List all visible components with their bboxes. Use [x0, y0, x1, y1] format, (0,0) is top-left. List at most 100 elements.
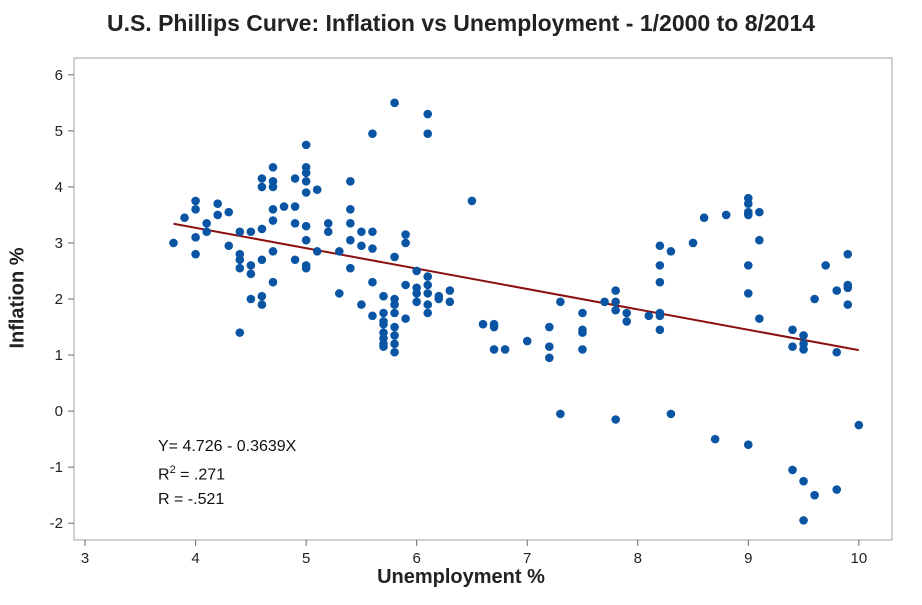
data-point — [213, 199, 223, 209]
data-point — [290, 202, 300, 211]
data-point — [578, 328, 587, 337]
data-point — [368, 311, 377, 321]
data-point — [257, 300, 267, 309]
data-point — [434, 294, 444, 304]
data-point — [788, 325, 797, 335]
data-point — [401, 238, 410, 248]
y-tick-label: -2 — [50, 515, 63, 532]
data-point — [379, 308, 388, 318]
data-point — [246, 294, 256, 304]
chart-title: U.S. Phillips Curve: Inflation vs Unempl… — [106, 10, 816, 36]
y-tick-label: -1 — [50, 459, 63, 476]
data-point — [799, 476, 808, 486]
data-point — [312, 247, 322, 256]
data-point — [655, 261, 665, 270]
data-point — [268, 247, 278, 256]
data-point — [213, 210, 223, 220]
r-squared-symbol: R — [158, 466, 170, 484]
data-point — [401, 280, 410, 290]
data-point — [257, 255, 267, 265]
data-point — [301, 263, 311, 273]
x-axis-label: Unemployment % — [377, 566, 545, 588]
regression-fit-line — [173, 222, 860, 352]
data-point — [202, 227, 211, 237]
data-point — [301, 188, 311, 197]
data-point — [235, 263, 245, 273]
y-tick-label: 4 — [55, 179, 63, 196]
data-point — [379, 319, 388, 329]
data-point — [301, 221, 311, 231]
data-point — [323, 219, 333, 228]
data-point — [423, 129, 433, 138]
data-point — [334, 289, 344, 298]
data-point — [755, 235, 764, 245]
data-point — [390, 339, 399, 349]
x-tick-label: 6 — [413, 550, 421, 567]
data-point — [290, 219, 300, 228]
data-point — [655, 325, 665, 335]
data-point — [611, 305, 620, 315]
data-point — [246, 269, 256, 279]
data-point — [699, 213, 709, 223]
data-point — [655, 241, 665, 251]
y-axis-label: Inflation % — [6, 247, 29, 349]
data-point — [235, 255, 245, 265]
data-point — [688, 238, 698, 248]
regression-equation: Y= 4.726 - 0.3639X — [158, 438, 297, 455]
data-point — [423, 289, 433, 298]
data-point — [412, 266, 421, 276]
data-point — [611, 286, 620, 295]
data-point — [191, 233, 200, 242]
r-squared-value: = .271 — [175, 466, 226, 484]
data-point — [445, 286, 455, 295]
x-tick-label: 5 — [302, 550, 310, 567]
data-point — [522, 336, 532, 346]
data-point — [257, 182, 267, 192]
data-point — [788, 342, 797, 351]
data-point — [346, 235, 355, 245]
data-point — [412, 289, 421, 298]
data-point — [301, 235, 311, 245]
data-point — [799, 345, 808, 354]
data-point — [390, 252, 399, 262]
data-point — [755, 207, 764, 217]
data-point — [810, 490, 819, 500]
data-point — [268, 182, 278, 192]
data-point — [666, 247, 676, 256]
data-points — [169, 98, 864, 525]
data-point — [357, 241, 366, 251]
data-point — [423, 300, 433, 309]
data-point — [334, 247, 344, 256]
x-tick-label: 7 — [523, 550, 531, 567]
data-point — [290, 255, 300, 265]
data-point — [180, 213, 189, 223]
data-point — [390, 98, 399, 108]
data-point — [545, 353, 554, 363]
y-tick-label: 6 — [55, 67, 63, 84]
data-point — [622, 317, 632, 326]
data-point — [545, 342, 554, 351]
data-point — [368, 244, 377, 253]
data-point — [390, 300, 399, 309]
data-point — [832, 347, 842, 357]
data-point — [423, 272, 433, 281]
data-point — [556, 297, 565, 307]
plot-frame — [73, 57, 893, 541]
data-point — [224, 241, 234, 251]
data-point — [257, 174, 267, 183]
r-squared-label: R2 = .271 — [158, 464, 225, 484]
data-point — [644, 311, 654, 321]
data-point — [743, 440, 753, 450]
r-squared-superscript: 2 — [169, 464, 176, 476]
data-point — [191, 249, 200, 259]
data-point — [235, 227, 245, 237]
y-tick-label: 2 — [55, 291, 63, 308]
x-tick-label: 3 — [81, 550, 89, 567]
data-point — [257, 291, 267, 301]
data-point — [202, 219, 211, 228]
data-point — [423, 280, 433, 290]
data-point — [301, 140, 311, 150]
data-point — [312, 185, 322, 195]
data-point — [390, 331, 399, 340]
